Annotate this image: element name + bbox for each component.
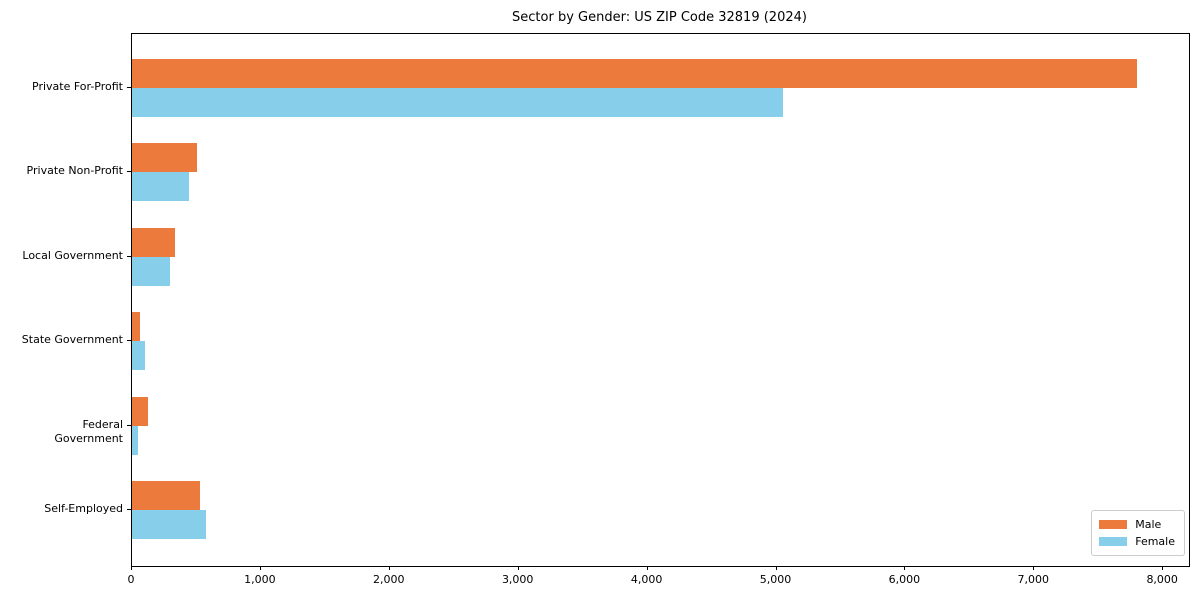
x-tick-mark xyxy=(904,566,906,570)
bar-male-private-for-profit xyxy=(132,59,1138,88)
bar-female-private-for-profit xyxy=(132,88,783,117)
category-label-self-employed: Self-Employed xyxy=(44,502,123,515)
legend: Male Female xyxy=(1091,510,1185,556)
bar-female-local-government xyxy=(132,256,170,286)
legend-item-female: Female xyxy=(1099,533,1175,550)
x-tick-mark xyxy=(646,566,648,570)
x-tick-mark xyxy=(388,566,390,570)
y-tick-mark xyxy=(127,424,131,426)
x-tick-label: 7,000 xyxy=(1017,573,1050,586)
y-tick-mark xyxy=(127,255,131,257)
plot-area: Male Female xyxy=(131,33,1190,567)
x-tick-label: 0 xyxy=(127,573,135,586)
bar-male-self-employed xyxy=(132,481,201,510)
bar-female-self-employed xyxy=(132,510,207,539)
y-tick-mark xyxy=(127,340,131,342)
x-tick-mark xyxy=(517,566,519,570)
x-tick-label: 2,000 xyxy=(373,573,405,586)
bar-female-federal-government xyxy=(132,425,139,455)
category-label-federal-government: Federal Government xyxy=(54,417,123,445)
bar-female-private-non-profit xyxy=(132,172,190,202)
bar-female-state-government xyxy=(132,341,145,371)
x-tick-label: 4,000 xyxy=(630,573,663,586)
x-tick-label: 6,000 xyxy=(888,573,921,586)
x-tick-mark xyxy=(1162,566,1164,570)
legend-item-male: Male xyxy=(1099,516,1175,533)
chart-title: Sector by Gender: US ZIP Code 32819 (202… xyxy=(512,10,807,25)
bar-male-local-government xyxy=(132,227,175,257)
legend-swatch-female xyxy=(1099,537,1128,546)
legend-swatch-male xyxy=(1099,520,1128,529)
y-tick-mark xyxy=(127,509,131,510)
x-tick-mark xyxy=(131,566,132,570)
x-tick-mark xyxy=(1033,566,1035,570)
bar-male-federal-government xyxy=(132,396,149,426)
category-label-state-government: State Government xyxy=(21,333,123,347)
x-tick-label: 1,000 xyxy=(244,573,276,586)
bar-male-state-government xyxy=(132,312,140,342)
category-label-private-for-profit: Private For-Profit xyxy=(32,80,123,93)
x-tick-label: 5,000 xyxy=(759,573,792,586)
category-label-local-government: Local Government xyxy=(22,248,123,262)
y-tick-mark xyxy=(127,87,131,88)
category-label-private-non-profit: Private Non-Profit xyxy=(26,164,123,178)
legend-label-male: Male xyxy=(1135,518,1162,531)
y-tick-mark xyxy=(127,171,131,173)
x-tick-label: 3,000 xyxy=(501,573,534,586)
x-tick-mark xyxy=(775,566,777,570)
bar-male-private-non-profit xyxy=(132,143,197,173)
legend-label-female: Female xyxy=(1135,535,1175,548)
x-tick-label: 8,000 xyxy=(1146,573,1178,586)
x-tick-mark xyxy=(259,566,261,570)
